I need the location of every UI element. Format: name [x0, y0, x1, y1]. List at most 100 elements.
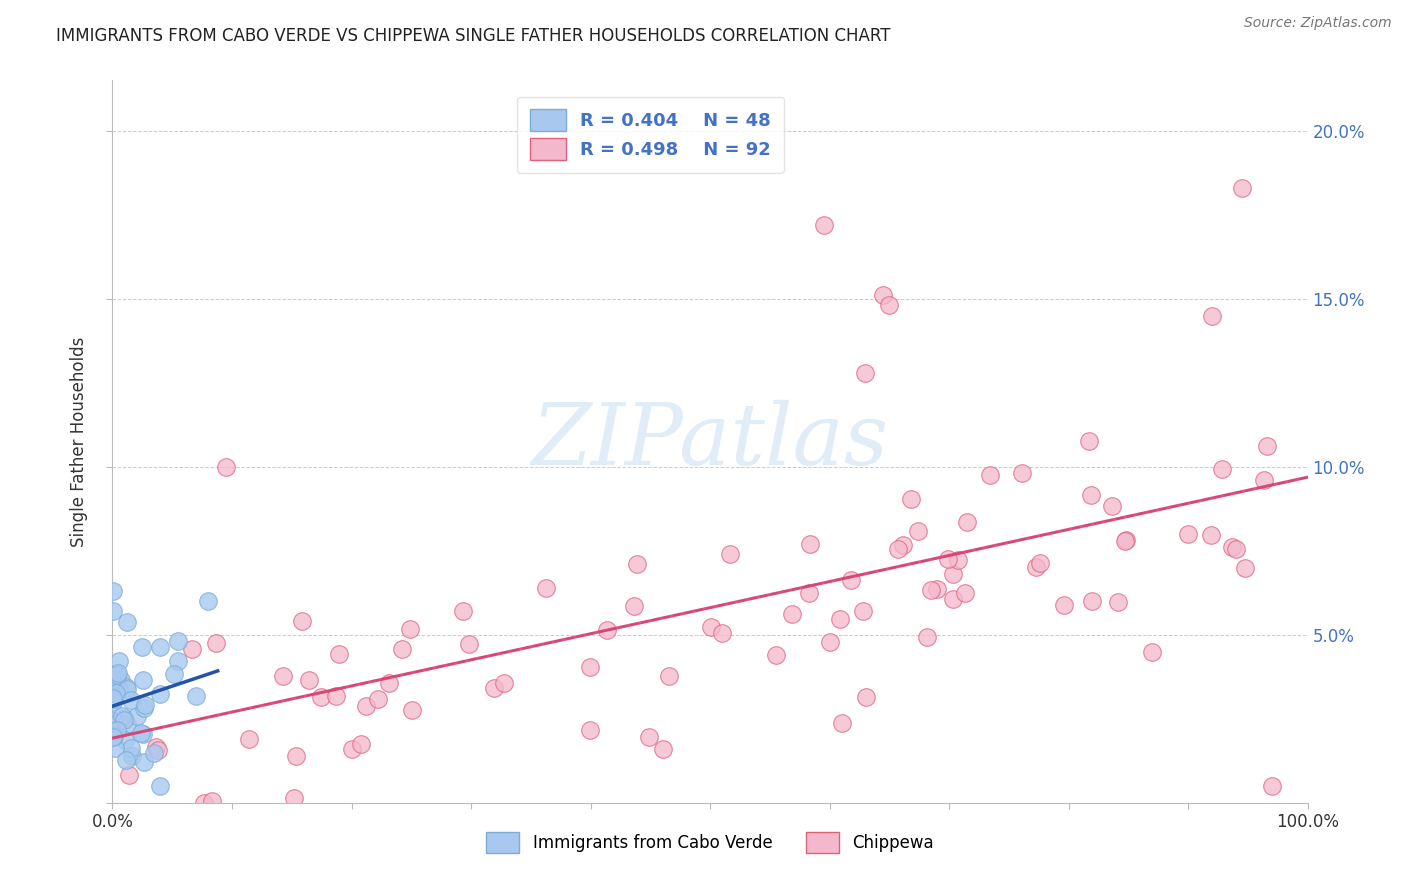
Point: [111, 709, 134, 723]
Point: [201, 794, 224, 808]
Point: [920, 583, 942, 598]
Point: [103, 691, 125, 706]
Point: [458, 637, 481, 651]
Point: [953, 586, 976, 600]
Point: [658, 669, 681, 683]
Point: [101, 730, 124, 744]
Point: [699, 620, 721, 634]
Point: [115, 682, 138, 697]
Point: [828, 612, 851, 626]
Point: [887, 541, 910, 556]
Point: [108, 654, 131, 668]
Point: [813, 218, 835, 232]
Point: [638, 731, 661, 745]
Point: [401, 703, 423, 717]
Point: [103, 729, 125, 743]
Point: [1230, 181, 1253, 195]
Point: [378, 675, 401, 690]
Point: [103, 672, 125, 686]
Point: [765, 648, 787, 662]
Y-axis label: Single Father Households: Single Father Households: [70, 336, 89, 547]
Point: [782, 607, 804, 621]
Point: [946, 553, 969, 567]
Point: [142, 746, 165, 760]
Point: [534, 581, 557, 595]
Point: [1080, 488, 1102, 502]
Point: [855, 366, 877, 380]
Point: [1201, 309, 1223, 323]
Point: [148, 742, 170, 756]
Point: [623, 599, 645, 614]
Point: [328, 647, 350, 661]
Point: [112, 713, 135, 727]
Point: [979, 467, 1001, 482]
Point: [105, 723, 128, 737]
Point: [107, 682, 129, 697]
Point: [131, 725, 153, 739]
Point: [101, 695, 124, 709]
Point: [925, 582, 948, 596]
Point: [596, 623, 619, 637]
Point: [1107, 595, 1129, 609]
Point: [285, 749, 308, 764]
Point: [131, 640, 153, 654]
Point: [1101, 499, 1123, 513]
Point: [710, 626, 733, 640]
Point: [852, 604, 875, 618]
Point: [872, 288, 894, 302]
Point: [115, 615, 138, 629]
Point: [942, 592, 965, 607]
Point: [579, 659, 602, 673]
Point: [482, 681, 505, 695]
Point: [132, 755, 155, 769]
Point: [1233, 561, 1256, 575]
Point: [891, 538, 914, 552]
Point: [799, 536, 821, 550]
Legend: Immigrants from Cabo Verde, Chippewa: Immigrants from Cabo Verde, Chippewa: [479, 826, 941, 860]
Point: [197, 594, 219, 608]
Point: [132, 701, 155, 715]
Point: [114, 711, 136, 725]
Point: [936, 551, 959, 566]
Point: [626, 557, 648, 571]
Point: [855, 690, 877, 705]
Point: [1029, 557, 1052, 571]
Point: [820, 635, 842, 649]
Point: [149, 687, 172, 701]
Point: [103, 714, 125, 728]
Point: [105, 678, 128, 692]
Point: [1011, 466, 1033, 480]
Point: [1220, 541, 1243, 555]
Point: [831, 716, 853, 731]
Point: [799, 585, 821, 599]
Point: [127, 709, 149, 723]
Point: [105, 667, 128, 681]
Text: ZIPatlas: ZIPatlas: [531, 401, 889, 483]
Point: [215, 459, 238, 474]
Point: [103, 604, 125, 618]
Point: [1078, 434, 1101, 448]
Point: [271, 669, 294, 683]
Point: [652, 742, 675, 756]
Point: [107, 665, 129, 680]
Point: [367, 692, 389, 706]
Point: [1115, 533, 1137, 547]
Point: [132, 673, 155, 688]
Point: [309, 690, 332, 705]
Point: [121, 749, 143, 764]
Point: [118, 768, 141, 782]
Point: [238, 732, 260, 747]
Point: [186, 689, 208, 703]
Point: [1025, 559, 1047, 574]
Point: [325, 689, 347, 703]
Point: [291, 614, 314, 628]
Point: [181, 642, 204, 657]
Point: [110, 673, 132, 687]
Point: [163, 667, 186, 681]
Point: [900, 491, 922, 506]
Point: [149, 779, 172, 793]
Point: [105, 716, 128, 731]
Point: [114, 732, 136, 747]
Point: [149, 640, 172, 654]
Point: [907, 524, 929, 538]
